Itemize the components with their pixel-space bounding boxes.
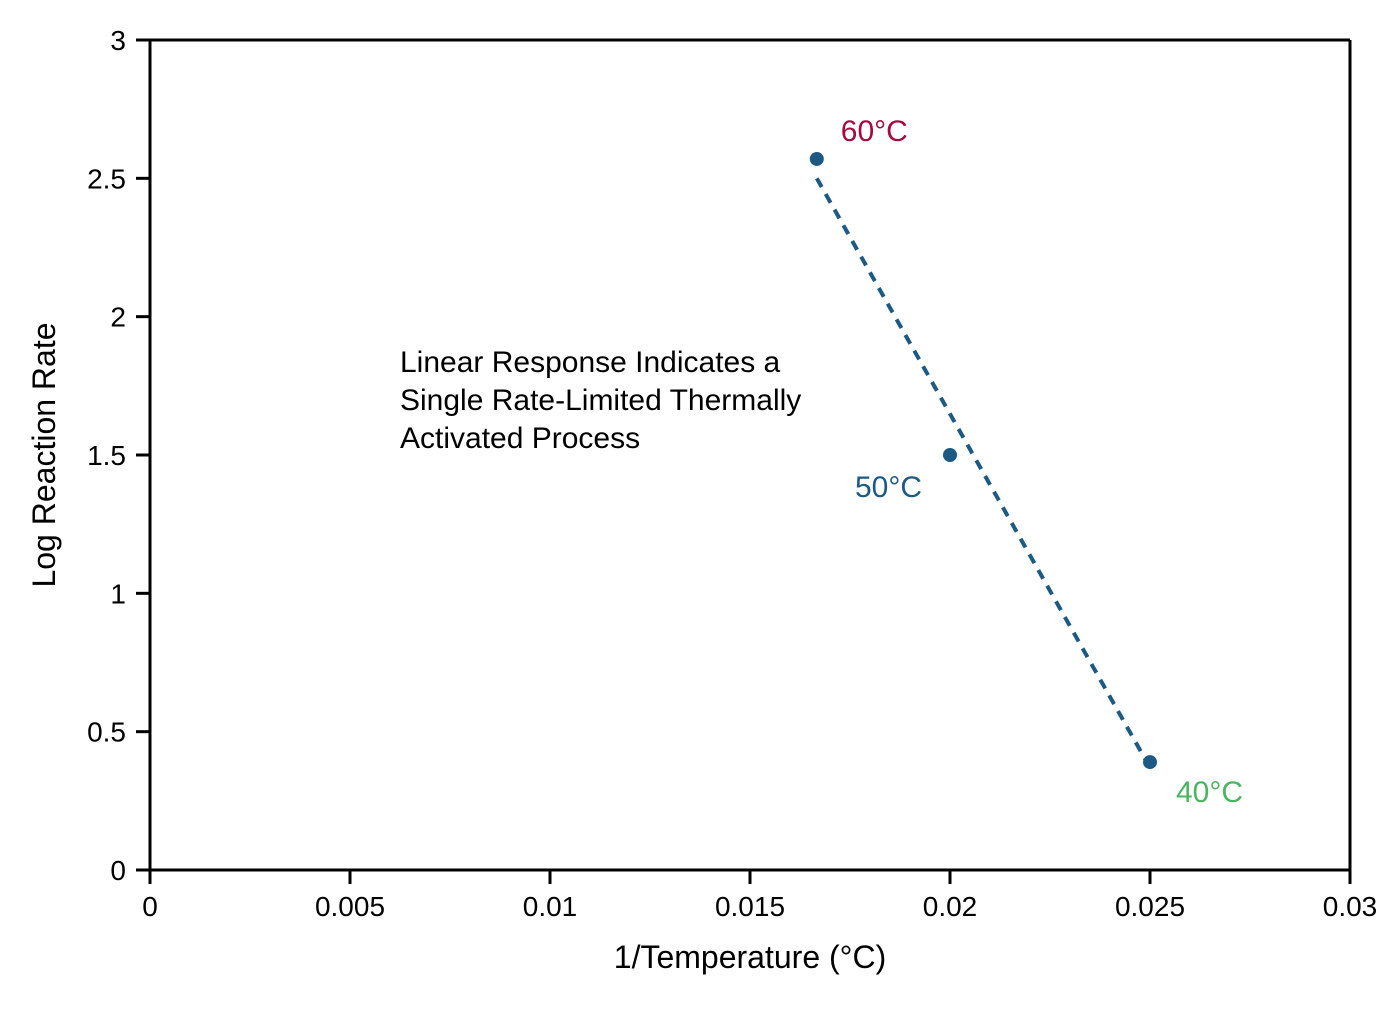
data-point (810, 152, 824, 166)
y-tick-label: 2 (110, 302, 126, 333)
arrhenius-chart: 0 0.005 0.01 0.015 0.02 0.025 0.03 0 0.5 1 1.5 2 2.5… (0, 0, 1395, 1016)
data-point-label: 40°C (1176, 776, 1243, 809)
y-axis-title: Log Reaction Rate (26, 322, 62, 587)
x-tick-label: 0.03 (1323, 891, 1378, 922)
x-tick-label: 0 (142, 891, 158, 922)
x-axis-title: 1/Temperature (°C) (614, 939, 886, 975)
y-tick-label: 1 (110, 578, 126, 609)
annotation-line: Activated Process (400, 422, 640, 455)
y-tick-label: 0.5 (87, 717, 126, 748)
y-tick-label: 3 (110, 25, 126, 56)
x-tick-label: 0.025 (1115, 891, 1185, 922)
x-tick-label: 0.01 (523, 891, 578, 922)
plot-background (0, 0, 1395, 1016)
y-tick-label: 1.5 (87, 440, 126, 471)
data-point (943, 448, 957, 462)
x-tick-label: 0.015 (715, 891, 785, 922)
x-tick-label: 0.005 (315, 891, 385, 922)
data-point-label: 50°C (855, 471, 922, 504)
x-tick-label: 0.02 (923, 891, 978, 922)
data-point (1143, 755, 1157, 769)
annotation-line: Single Rate-Limited Thermally (400, 384, 801, 417)
data-point-label: 60°C (841, 115, 908, 148)
y-tick-label: 0 (110, 855, 126, 886)
y-tick-label: 2.5 (87, 163, 126, 194)
chart-container: 0 0.005 0.01 0.015 0.02 0.025 0.03 0 0.5 1 1.5 2 2.5… (0, 0, 1395, 1016)
annotation-line: Linear Response Indicates a (400, 346, 781, 379)
